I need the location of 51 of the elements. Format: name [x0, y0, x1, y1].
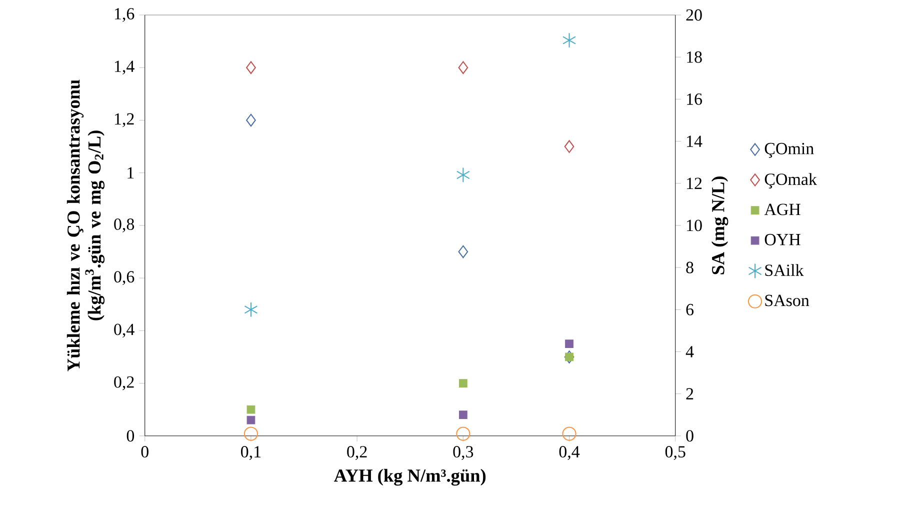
x-tick-label: 0,5 [665, 446, 686, 460]
x-tick-label: 0,2 [347, 446, 367, 460]
y-tick-label: 1,6 [114, 8, 134, 22]
point [562, 426, 576, 441]
point [458, 378, 468, 388]
point [244, 426, 258, 441]
x-tick-label: 0,1 [241, 446, 261, 460]
point [565, 352, 574, 361]
y-tick-label: 1,4 [114, 60, 134, 74]
point [562, 32, 576, 48]
point [246, 405, 256, 414]
y2-tick-label: 2 [686, 388, 694, 400]
point [244, 302, 258, 318]
point [246, 61, 256, 74]
legend-label: AGH [764, 204, 800, 216]
y-tick-label: 1 [128, 167, 134, 178]
y-tick-label: 0,2 [114, 376, 134, 390]
y-tick-label: 1,2 [114, 113, 134, 127]
legend-label: SAilk [765, 264, 804, 276]
y-tick-label: 0,4 [114, 324, 134, 338]
point [246, 416, 256, 424]
point [246, 114, 256, 126]
y2-tick-label: 0 [686, 430, 694, 442]
legend-label: ÇOmin [764, 142, 814, 158]
legend-label: SAson [765, 294, 810, 306]
y2-axis-title: SA (mg N/L) [711, 176, 728, 274]
point [458, 245, 468, 258]
y2-tick-label: 18 [687, 51, 702, 63]
point [458, 410, 468, 419]
point [456, 426, 470, 441]
y-tick-label: 0,6 [114, 270, 134, 285]
x-tick-label: 0,3 [453, 446, 474, 460]
y-tick-label: 0,8 [114, 218, 134, 232]
legend-label: OYH [764, 234, 800, 246]
x-tick-label: 0 [141, 446, 148, 458]
y2-tick-label: 10 [687, 220, 702, 232]
point [458, 61, 468, 74]
point [565, 339, 574, 348]
y2-tick-label: 14 [687, 136, 702, 147]
y2-tick-label: 12 [687, 178, 702, 189]
point [456, 167, 470, 182]
legend-label: ÇOmak [764, 172, 817, 188]
y2-tick-label: 4 [686, 346, 694, 358]
y2-tick-label: 20 [686, 9, 702, 21]
y2-tick-label: 6 [686, 304, 694, 316]
y2-tick-label: 16 [687, 93, 702, 105]
point [564, 140, 574, 153]
x-tick-label: 0,4 [559, 446, 580, 460]
y2-tick-label: 8 [686, 262, 694, 274]
y-tick-label: 0 [126, 430, 134, 442]
x-axis-title: AYH (kg N/m³.gün) [334, 468, 486, 486]
